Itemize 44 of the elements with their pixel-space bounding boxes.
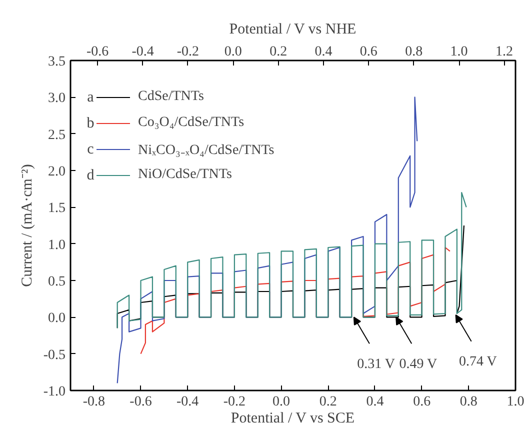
legend-label: NiO/CdSe/TNTs bbox=[138, 166, 232, 184]
annotation: c bbox=[87, 142, 94, 158]
annotation: 0.49 V bbox=[399, 356, 438, 372]
x-tick-label: -0.8 bbox=[82, 394, 106, 410]
x-tick-label: -0.6 bbox=[130, 394, 152, 410]
legend-label: Co₃O₄/CdSe/TNTs bbox=[138, 114, 244, 132]
x2-tick-label: 0.6 bbox=[360, 44, 378, 60]
y-tick-label: 3.0 bbox=[48, 91, 66, 106]
annotation: 0.31 V bbox=[357, 356, 395, 372]
y-tick-label: 2.0 bbox=[48, 164, 66, 180]
legend-label: CdSe/TNTs bbox=[138, 88, 204, 106]
x-tick-label: 0.8 bbox=[460, 394, 478, 410]
y-tick-label: 0.5 bbox=[48, 274, 66, 290]
y-tick-label: -0.5 bbox=[43, 348, 66, 363]
legend-label: NiₓCO₃₋ₓO₄/CdSe/TNTs bbox=[138, 142, 274, 160]
x2-tick-label: 1.2 bbox=[495, 44, 513, 60]
annotation: d bbox=[86, 168, 95, 184]
x-tick-label: 0.2 bbox=[319, 394, 337, 410]
x-tick-label: 0.6 bbox=[413, 394, 431, 410]
x2-tick-label: -0.4 bbox=[132, 44, 154, 60]
y-tick-label: 0.0 bbox=[48, 311, 66, 326]
x2-tick-label: 0.8 bbox=[405, 44, 423, 60]
y-tick-label: 2.5 bbox=[48, 128, 66, 143]
annotation: b bbox=[86, 116, 94, 132]
x-tick-label: 0.0 bbox=[272, 394, 290, 410]
x2-tick-label: 0.0 bbox=[224, 44, 242, 60]
x2-tick-label: -0.2 bbox=[176, 44, 200, 60]
x-tick-label: 1.0 bbox=[506, 394, 524, 410]
x2-axis-title: Potential / V vs NHE bbox=[229, 22, 356, 38]
x2-tick-label: -0.6 bbox=[86, 44, 109, 60]
x-tick-label: 0.4 bbox=[366, 394, 384, 410]
annotation: a bbox=[87, 90, 94, 106]
x-tick-label: -0.4 bbox=[176, 394, 199, 410]
y-tick-label: -1.0 bbox=[43, 384, 66, 400]
x-tick-label: -0.2 bbox=[223, 394, 246, 410]
annotation: 0.74 V bbox=[458, 354, 497, 370]
x2-tick-label: 0.2 bbox=[270, 44, 288, 60]
y-axis-title: Current / (mA·cm⁻²) bbox=[19, 164, 36, 287]
y-tick-label: 1.5 bbox=[48, 201, 66, 216]
x-axis-title: Potential / V vs SCE bbox=[230, 410, 355, 426]
y-tick-label: 1.0 bbox=[48, 238, 66, 253]
x2-tick-label: 0.4 bbox=[314, 44, 332, 60]
y-tick-label: 3.5 bbox=[48, 54, 66, 70]
x2-tick-label: 1.0 bbox=[450, 44, 468, 60]
